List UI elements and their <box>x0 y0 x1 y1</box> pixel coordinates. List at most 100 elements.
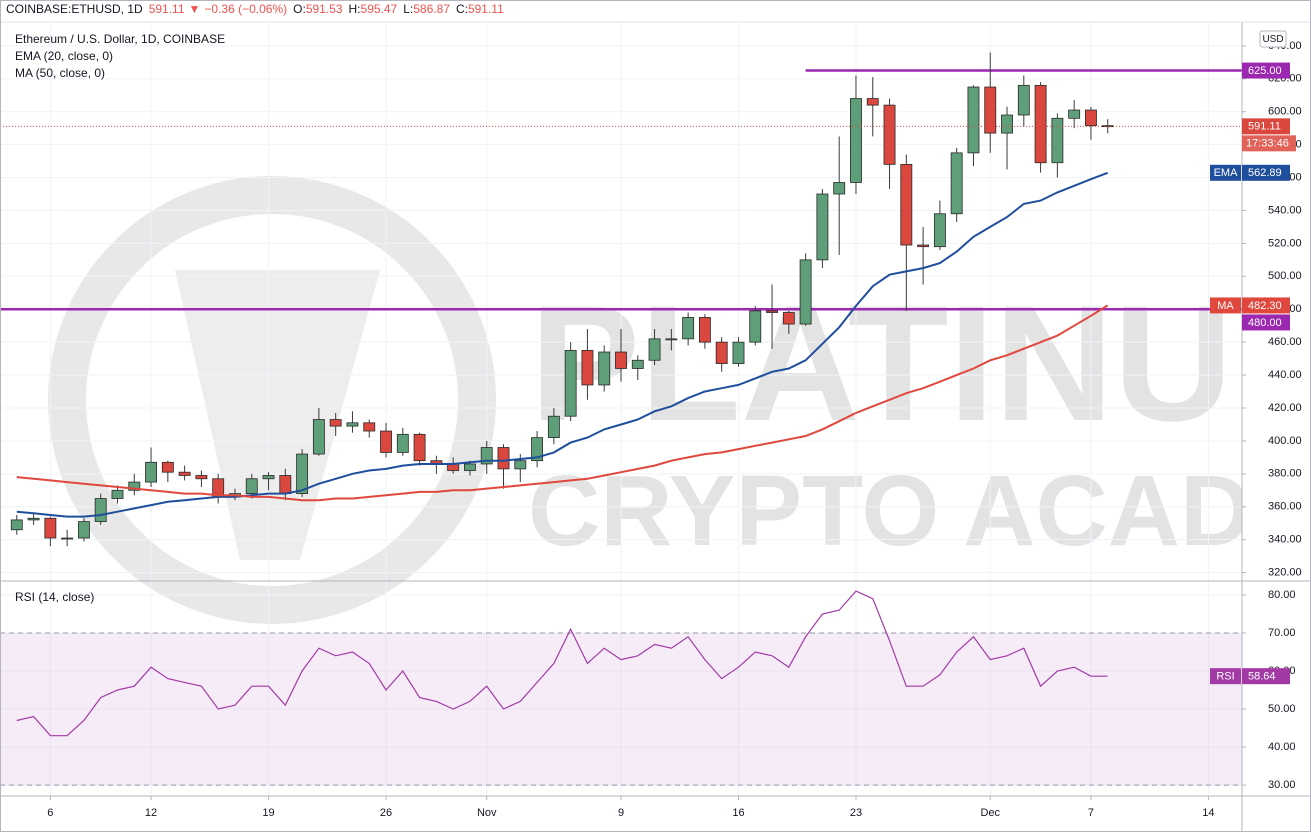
candle-body <box>178 471 191 476</box>
candle-body <box>329 419 342 427</box>
candle-body <box>631 359 644 369</box>
x-tick-label: 9 <box>618 807 624 819</box>
candle-body <box>1017 84 1030 116</box>
legend-ma: MA (50, close, 0) <box>15 66 105 80</box>
x-tick-label: 14 <box>1202 807 1214 819</box>
price-badge <box>1242 164 1290 181</box>
indicator-line <box>16 171 1109 518</box>
ohlc-label: O: <box>293 2 306 16</box>
ohlc-label: C: <box>456 2 468 16</box>
candle-body <box>262 475 275 480</box>
candle-body <box>732 341 745 364</box>
badge-name-box <box>1210 297 1241 314</box>
candle-body <box>44 517 57 539</box>
candle-body <box>61 537 74 540</box>
ohlc-value: 591.11 <box>468 2 504 16</box>
candle-body <box>464 463 476 471</box>
x-tick-label: 12 <box>145 807 157 819</box>
x-tick-label: Nov <box>477 807 497 819</box>
candle-body <box>279 475 292 494</box>
watermark-text: CRYPTO ACADEMY <box>528 455 1311 567</box>
price-badge-label: 482.30 <box>1248 300 1282 312</box>
x-tick-label: Dec <box>980 807 1000 819</box>
candle-body <box>665 338 678 341</box>
candle-body <box>850 98 862 183</box>
candle-body <box>161 461 174 473</box>
y-tick-label: 360.00 <box>1268 501 1302 513</box>
x-tick-label: 7 <box>1088 807 1094 819</box>
header-price: 591.11 <box>149 2 185 16</box>
candle-body <box>648 338 661 361</box>
candle-body <box>564 349 577 417</box>
price-badge-label: 58.64 <box>1248 671 1276 683</box>
rsi-line <box>16 590 1108 737</box>
y-tick-label: 440.00 <box>1268 369 1302 381</box>
candle-body <box>396 433 409 453</box>
y-tick-label: 380.00 <box>1268 468 1302 480</box>
candle-body <box>1051 117 1064 164</box>
badge-name-box <box>1210 668 1241 685</box>
plot <box>0 52 1242 786</box>
candle-body <box>900 163 913 246</box>
candle-body <box>380 430 392 453</box>
candle-body <box>77 521 90 539</box>
candle-body <box>598 351 611 386</box>
y-tick-label: 460.00 <box>1268 336 1302 348</box>
candle-body <box>480 447 493 465</box>
candle-body <box>497 447 510 470</box>
y-tick-label: 600.00 <box>1268 106 1302 118</box>
candle-body <box>799 259 812 325</box>
candle-body <box>111 489 124 499</box>
candle-body <box>933 213 946 248</box>
price-badge-label: 480.00 <box>1248 317 1282 329</box>
badge-name: RSI <box>1216 671 1234 683</box>
candle-body <box>195 475 208 480</box>
candle-body <box>816 193 829 261</box>
candle-body <box>514 460 527 470</box>
header: COINBASE:ETHUSD, 1D 591.11 ▼ −0.36 (−0.06%)… <box>6 2 504 16</box>
candle-body <box>950 152 963 215</box>
x-tick-label: 16 <box>732 807 744 819</box>
currency: USD <box>1262 34 1283 45</box>
candle-body <box>245 478 258 494</box>
price-badge <box>1242 297 1290 314</box>
y-tick-label: 540.00 <box>1268 204 1302 216</box>
candle-body <box>967 86 980 154</box>
rsi-title: RSI (14, close) <box>15 590 94 604</box>
candle-body <box>984 86 997 134</box>
price-badge-label: 562.89 <box>1248 167 1282 179</box>
candle-body <box>296 453 309 494</box>
candle-body <box>531 437 544 462</box>
legend-ema: EMA (20, close, 0) <box>15 49 113 63</box>
candle-body <box>766 310 778 313</box>
x-tick-label: 26 <box>380 807 392 819</box>
badge-name-box <box>1210 164 1241 181</box>
y-tick-label: 340.00 <box>1268 534 1302 546</box>
indicator-line <box>16 304 1109 502</box>
y-tick-label: 420.00 <box>1268 402 1302 414</box>
candle-body <box>363 422 376 432</box>
badge-name: EMA <box>1214 167 1239 179</box>
candle-body <box>782 312 795 325</box>
candle-body <box>1068 109 1081 119</box>
currency-box[interactable] <box>1259 30 1287 48</box>
candle-body <box>94 498 107 522</box>
candle-body <box>883 104 896 165</box>
countdown-box <box>1242 135 1296 152</box>
rsi-band <box>0 632 1242 786</box>
chart-title: Ethereum / U.S. Dollar, 1D, COINBASE <box>15 32 225 46</box>
badge-name: MA <box>1217 300 1234 312</box>
x-tick-label: 6 <box>47 807 53 819</box>
price-badge <box>1242 118 1290 135</box>
candle-body <box>10 519 23 531</box>
price-badge <box>1242 62 1290 79</box>
candle-body <box>917 244 930 248</box>
candle-body <box>1001 114 1013 134</box>
change-arrow: ▼ <box>189 2 201 16</box>
symbol: COINBASE:ETHUSD, 1D <box>6 2 143 16</box>
watermark-logo-ring <box>48 176 496 624</box>
y-tick-label: 520.00 <box>1268 237 1302 249</box>
ohlc-value: 586.87 <box>413 2 450 16</box>
